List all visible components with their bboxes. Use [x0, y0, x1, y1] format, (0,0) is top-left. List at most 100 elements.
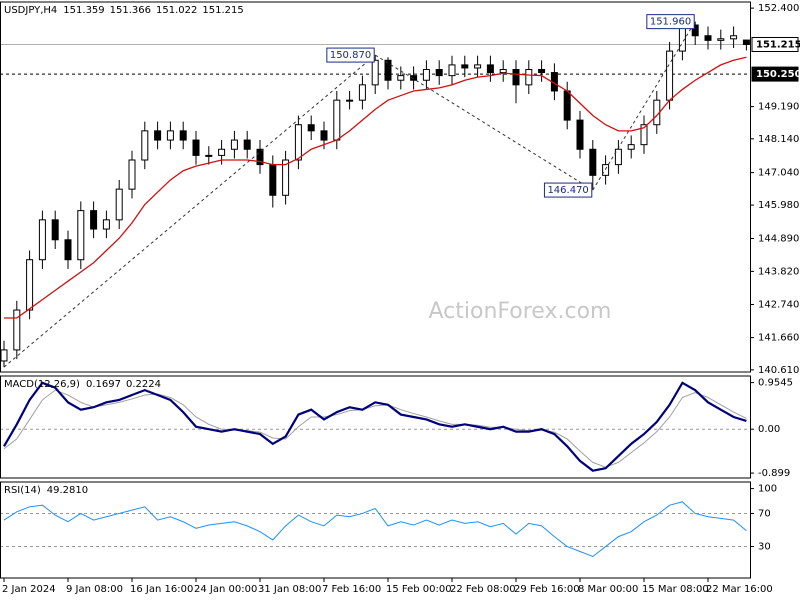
candle-body: [64, 239, 72, 261]
header-value: 0.1697: [86, 379, 121, 390]
y-tick-label: 141.660: [758, 333, 799, 344]
annotation-label: 150.870: [330, 50, 371, 61]
candle-body: [410, 75, 418, 81]
candle-body: [320, 130, 328, 141]
candle-body: [282, 159, 290, 196]
candle-body: [640, 124, 648, 146]
candle-body: [448, 64, 456, 77]
x-tick-label: 9 Jan 08:00: [66, 584, 123, 595]
y-tick-label: 100: [758, 484, 777, 495]
candle-body: [602, 164, 610, 176]
candle-body: [691, 24, 699, 37]
candle-body: [333, 99, 341, 141]
candle-body: [422, 68, 430, 81]
annotation-box: [543, 182, 593, 198]
price-box: [751, 36, 799, 52]
header-value: 0.2224: [126, 379, 161, 390]
annotation-label: 146.470: [547, 185, 588, 196]
zigzag-line: [3, 54, 376, 368]
header-value: 151.359: [63, 5, 104, 16]
indicator-title: MACD(12,26,9): [4, 379, 80, 390]
candle-body: [358, 84, 366, 101]
y-tick-label: 148.140: [758, 134, 799, 145]
y-tick-label: -0.899: [758, 468, 790, 479]
header-value: 151.366: [110, 5, 151, 16]
candle-body: [499, 68, 507, 74]
y-tick-label: 147.040: [758, 168, 799, 179]
candle-body: [256, 148, 264, 166]
header-value: 49.2810: [47, 485, 88, 496]
price-box: [751, 66, 799, 82]
candle-body: [563, 90, 571, 121]
x-tick-label: 22 Feb 08:00: [450, 584, 516, 595]
panel-border: [0, 375, 751, 479]
y-tick-label: 152.400: [758, 3, 799, 14]
candle-body: [307, 124, 315, 132]
annotation-box: [646, 14, 695, 30]
candle-body: [294, 124, 302, 161]
y-tick-label: 30: [758, 542, 771, 553]
indicator-title: USDJPY,H4: [4, 5, 57, 16]
candle-body: [576, 119, 584, 150]
candle-body: [166, 130, 174, 141]
candle-body: [512, 68, 520, 86]
candle-body: [115, 188, 123, 221]
annotation-box: [326, 47, 375, 63]
candle-body: [102, 219, 110, 230]
candle-body: [205, 154, 213, 157]
candle-body: [384, 59, 392, 81]
candle-body: [243, 139, 251, 150]
candle-body: [346, 99, 354, 102]
candle-body: [742, 39, 750, 45]
x-tick-label: 31 Jan 08:00: [258, 584, 321, 595]
panel-border: [0, 1, 751, 373]
candle-body: [128, 159, 136, 190]
zigzag-line: [592, 21, 696, 191]
x-tick-label: 15 Feb 00:00: [386, 584, 452, 595]
candle-body: [192, 139, 200, 156]
candle-body: [614, 148, 622, 166]
watermark: ActionForex.com: [429, 299, 612, 324]
header-value: 151.215: [202, 5, 243, 16]
x-tick-label: 15 Mar 08:00: [642, 584, 709, 595]
candle-body: [717, 38, 725, 41]
indicator-line: [3, 389, 747, 468]
candle-body: [218, 148, 226, 156]
candle-body: [525, 68, 533, 86]
candle-body: [269, 164, 277, 196]
y-tick-label: 140.610: [758, 365, 799, 376]
candle-body: [38, 219, 46, 261]
y-tick-label: 70: [758, 508, 771, 519]
candle-body: [230, 139, 238, 150]
candle-body: [474, 64, 482, 69]
candle-body: [13, 309, 21, 351]
y-tick-label: 142.740: [758, 300, 799, 311]
x-tick-label: 7 Feb 16:00: [322, 584, 381, 595]
candle-body: [461, 64, 469, 69]
y-tick-label: 0.00: [758, 424, 780, 435]
candle-body: [397, 75, 405, 81]
candle-body: [0, 349, 8, 362]
annotation-label: 151.960: [650, 17, 691, 28]
indicator-title: RSI(14): [4, 485, 41, 496]
y-tick-label: 0.9545: [758, 378, 793, 389]
candle-body: [704, 35, 712, 41]
header-value: 151.022: [156, 5, 197, 16]
candle-body: [77, 210, 85, 261]
candle-body: [435, 68, 443, 77]
y-tick-label: 149.190: [758, 102, 799, 113]
moving-average: [4, 56, 747, 319]
candle-body: [486, 64, 494, 74]
candle-body: [26, 259, 34, 311]
x-tick-label: 16 Jan 16:00: [130, 584, 193, 595]
candle-body: [627, 144, 635, 150]
indicator-line: [3, 381, 747, 472]
zigzag-line: [374, 54, 594, 191]
candle-body: [179, 130, 187, 141]
x-tick-label: 29 Feb 16:00: [514, 584, 580, 595]
x-tick-label: 2 Jan 2024: [2, 584, 56, 595]
candle-body: [589, 148, 597, 176]
candle-body: [90, 210, 98, 230]
